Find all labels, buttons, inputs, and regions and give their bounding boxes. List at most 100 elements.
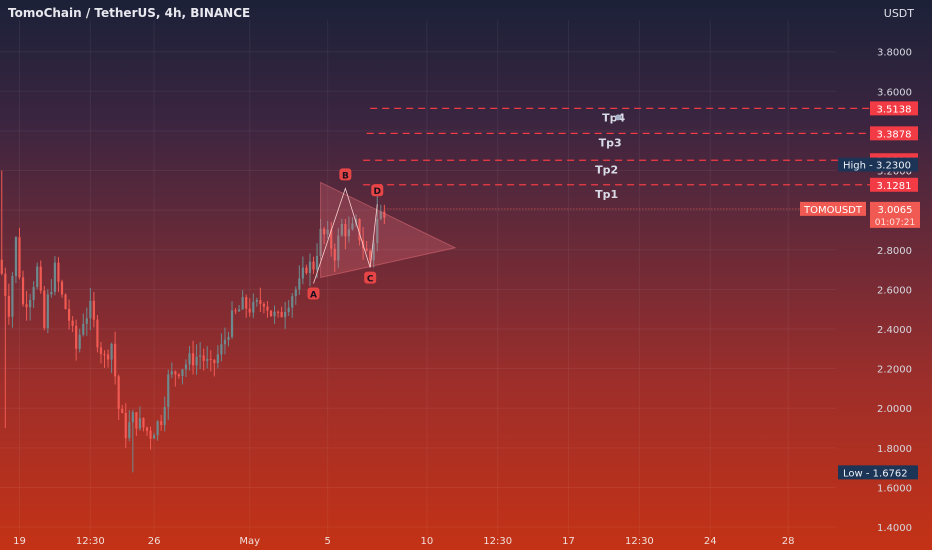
y-tick-label: 1.4000 [877, 523, 912, 534]
pattern-point-label: B [342, 171, 349, 181]
candle-body [36, 266, 39, 288]
candle-body [315, 255, 319, 270]
candle-body [50, 291, 53, 295]
candle-body [269, 310, 273, 317]
candle-body [379, 211, 382, 219]
candle-body [206, 358, 209, 361]
candle-body [174, 371, 177, 375]
candle-body [99, 347, 103, 354]
candle-body [142, 418, 145, 428]
candle-body [0, 259, 3, 274]
candle-body [78, 334, 81, 349]
y-tick-label: 2.6000 [877, 285, 912, 296]
high-low-text: Low - 1.6762 [843, 468, 908, 479]
candle-body [145, 427, 149, 431]
candle-body [138, 418, 142, 429]
candle-body [255, 300, 258, 302]
candle-body [294, 289, 297, 297]
pattern-point-label: A [310, 290, 317, 300]
candle-body [280, 311, 283, 318]
y-tick-label: 2.4000 [877, 325, 912, 336]
x-tick-label: 28 [782, 536, 795, 547]
candle-body [323, 228, 326, 235]
target-price-badge [870, 177, 918, 192]
x-tick-label: 10 [420, 536, 433, 547]
pattern-line [313, 187, 378, 284]
candle-body [117, 376, 120, 409]
x-tick-label: 12:30 [76, 536, 105, 547]
candle-body [333, 248, 336, 261]
candle-body [262, 304, 266, 307]
currency-label: USDT [883, 7, 914, 20]
candle-body [25, 304, 28, 308]
y-tick-label: 3.8000 [877, 48, 912, 59]
candle-body [67, 308, 71, 321]
candle-body [344, 224, 347, 237]
target-price-text: 3.1281 [877, 181, 912, 192]
candle-body [64, 294, 67, 309]
candle-body [92, 300, 95, 320]
y-tick-label: 3.2000 [877, 167, 912, 178]
candle-body [199, 355, 202, 357]
candle-countdown: 01:07:21 [875, 218, 915, 228]
candle-body [29, 300, 32, 308]
candle-body [14, 237, 18, 277]
candle-body [337, 235, 340, 261]
candle-body [252, 301, 255, 313]
current-price-badge [870, 201, 920, 228]
x-tick-label: 19 [13, 536, 26, 547]
pattern-point-badge [371, 184, 384, 197]
target-price-badge [870, 101, 918, 116]
x-tick-label: 24 [704, 536, 717, 547]
candle-body [96, 319, 99, 348]
candle-body [372, 243, 375, 261]
high-low-badge [838, 465, 918, 480]
y-tick-label: 1.6000 [877, 483, 912, 494]
candle-body [234, 310, 237, 312]
y-tick-label: 2.2000 [877, 365, 912, 376]
current-price-text: 3.0065 [878, 205, 913, 216]
candle-body [71, 320, 74, 326]
candle-body [135, 412, 138, 429]
candle-body [365, 248, 368, 251]
high-low-text: High - 3.2300 [843, 161, 911, 172]
candle-body [103, 353, 106, 355]
x-tick-label: 17 [562, 536, 575, 547]
candle-body [287, 307, 290, 312]
candle-body [7, 295, 10, 317]
symbol-badge [800, 201, 866, 216]
candle-body [106, 354, 110, 360]
candle-body [128, 422, 131, 439]
candle-body [216, 354, 219, 364]
pattern-point-label: D [374, 187, 381, 197]
target-label: Tp1 [595, 188, 618, 201]
candle-body [284, 311, 287, 318]
candle-body [163, 407, 166, 426]
target-label: Tp4 [602, 111, 625, 124]
high-low-badge [838, 157, 918, 172]
candle-body [223, 339, 227, 345]
candle-body [213, 359, 216, 364]
candle-body [124, 412, 127, 439]
candle-body [330, 229, 333, 249]
candle-body [110, 343, 113, 360]
target-price-badge [870, 126, 918, 141]
candle-body [57, 262, 60, 282]
y-tick-label: 2.8000 [877, 246, 912, 257]
candle-body [276, 311, 280, 313]
candle-body [202, 355, 205, 361]
candle-body [177, 374, 180, 377]
candle-body [60, 281, 64, 295]
candle-body [11, 276, 14, 317]
candle-body [121, 408, 124, 413]
candle-body [340, 224, 343, 236]
candle-body [156, 421, 159, 436]
candle-body [305, 267, 308, 273]
chart-title: TomoChain / TetherUS, 4h, BINANCE [8, 6, 251, 20]
candle-body [82, 323, 85, 335]
candle-body [209, 358, 212, 360]
candle-body [188, 353, 191, 365]
candle-body [230, 310, 234, 337]
candle-body [18, 237, 21, 278]
